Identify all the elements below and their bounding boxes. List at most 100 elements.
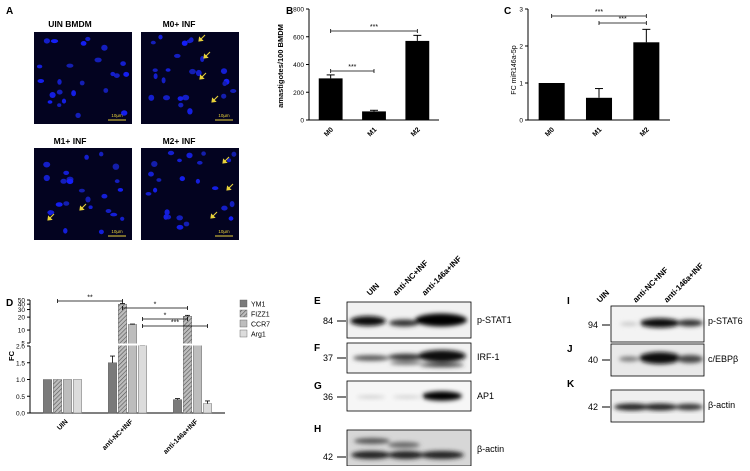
nucleus (105, 209, 112, 213)
y-tick-label: 0.5 (16, 394, 25, 401)
nucleus (47, 100, 53, 104)
nucleus (63, 228, 68, 234)
blot-band (675, 403, 703, 411)
y-tick-label: 5 (21, 341, 25, 348)
panel-letter-f: F (314, 343, 320, 354)
blot-band (357, 395, 385, 399)
nucleus (158, 34, 163, 40)
nucleus (79, 80, 85, 86)
nucleus (151, 161, 158, 167)
panel-letter-e: E (314, 296, 321, 307)
blot-e-mw: 84 (323, 316, 333, 326)
micrograph-uin (34, 32, 132, 124)
nucleus (164, 209, 170, 216)
nucleus (221, 205, 228, 211)
chart-c: FC miR146a-5p 0 1 2 3 M0 M1 M2 *** *** (511, 7, 670, 138)
nucleus (84, 154, 89, 160)
parasite-arrowhead (203, 53, 209, 59)
nucleus (163, 95, 170, 101)
y-tick-label: 0.0 (16, 411, 25, 418)
blot-e-label: p-STAT1 (477, 315, 512, 325)
nucleus (56, 89, 63, 95)
blot-band (642, 403, 678, 411)
nucleus (71, 90, 76, 97)
blot-col-label-uin-i: UIN (595, 288, 611, 304)
chart-b: amastigotes/100 BMDM 0 200 400 600 800 M0 M1 M2… (276, 7, 439, 138)
significance-label: *** (370, 24, 378, 31)
nucleus (197, 160, 203, 165)
nucleus (85, 196, 91, 203)
nucleus (98, 229, 104, 235)
y-tick-label: 30 (18, 307, 26, 314)
panel-letter-i: I (567, 296, 570, 307)
significance-label: *** (171, 320, 179, 327)
nucleus (99, 151, 104, 157)
bar (118, 303, 127, 414)
blot-band (393, 395, 421, 399)
y-tick-label: 50 (18, 298, 26, 305)
nucleus (220, 68, 228, 74)
blot-band (422, 391, 462, 401)
blot-band (415, 313, 467, 327)
nucleus (43, 38, 51, 44)
legend-swatch (239, 329, 248, 338)
blot-band (640, 318, 680, 328)
nucleus (153, 73, 158, 80)
parasite-arrowhead (210, 213, 216, 219)
nucleus (88, 205, 93, 209)
nucleus (161, 77, 166, 84)
nucleus (103, 88, 109, 93)
bar (585, 97, 613, 120)
y-tick-label: 0 (300, 118, 304, 125)
nucleus (226, 158, 232, 163)
nucleus (148, 94, 155, 101)
nucleus (43, 161, 51, 168)
nucleus (123, 71, 130, 77)
significance-label: * (154, 302, 157, 309)
blot-f-mw: 37 (323, 353, 333, 363)
bar (405, 40, 430, 120)
y-tick-label: 20 (18, 315, 26, 322)
nucleus (43, 174, 50, 182)
blot-g-label: AP1 (477, 391, 494, 401)
parasite-arrowhead (47, 215, 53, 221)
micrograph-title-0: UIN BMDM (48, 19, 91, 29)
blot-h-label: β-actin (477, 444, 504, 454)
bar (138, 345, 147, 414)
legend-swatch (239, 299, 248, 308)
nucleus (57, 79, 62, 85)
nucleus (80, 41, 87, 46)
significance-label: ** (87, 295, 93, 302)
nucleus (221, 93, 227, 99)
x-tick-label: anti-146a+INF (162, 418, 200, 456)
nucleus (145, 192, 152, 196)
bar (203, 403, 212, 414)
blot-k-mw: 42 (588, 402, 598, 412)
legend-label: Arg1 (251, 332, 266, 339)
nucleus (174, 53, 181, 58)
bar (183, 316, 192, 414)
nucleus (186, 152, 193, 159)
nucleus (176, 215, 183, 221)
nucleus (178, 102, 184, 108)
scale-bar-2: 10µm (111, 229, 123, 234)
nucleus (85, 36, 91, 42)
blot-col-label-anti-146a: anti-146a+INF (420, 254, 463, 297)
x-tick-label: M2 (410, 126, 422, 138)
nucleus (195, 178, 200, 184)
parasite-arrowhead (211, 97, 217, 103)
blot-band (677, 355, 703, 363)
nucleus (66, 178, 74, 185)
blot-band (639, 352, 681, 364)
significance-label: * (164, 313, 167, 320)
legend-label: CCR7 (251, 322, 270, 329)
nucleus (212, 186, 219, 191)
nucleus (117, 188, 124, 192)
nucleus (121, 110, 128, 116)
blot-band (420, 451, 464, 459)
parasite-arrowhead (79, 205, 85, 211)
nucleus (177, 96, 184, 101)
blot-band (390, 361, 422, 365)
scale-bar-3: 10µm (218, 229, 230, 234)
legend-label: YM1 (251, 302, 266, 309)
